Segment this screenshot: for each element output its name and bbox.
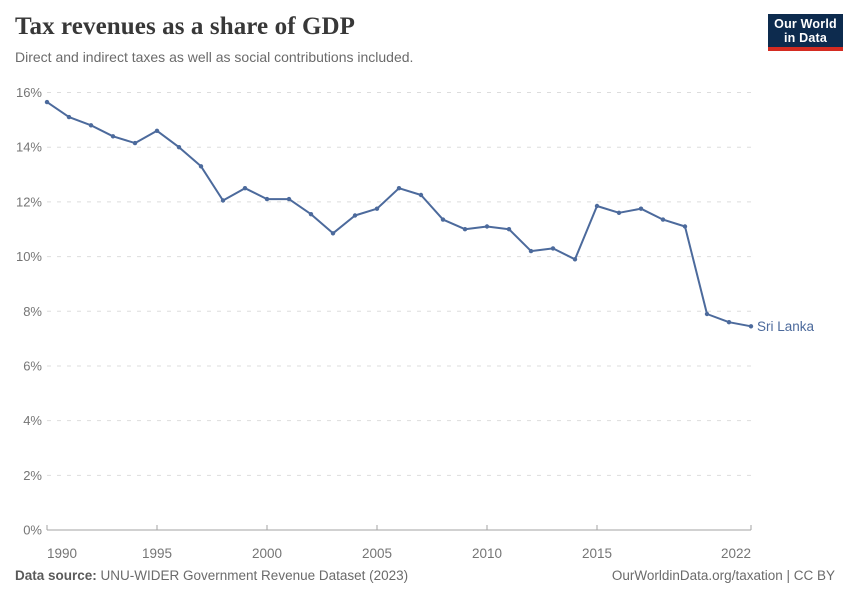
x-tick-label: 2022 <box>721 546 751 561</box>
data-point <box>660 217 666 222</box>
data-point <box>264 196 270 202</box>
data-point <box>198 164 204 169</box>
data-point <box>330 231 336 236</box>
y-tick-label: 0% <box>23 523 42 538</box>
data-point <box>572 257 578 262</box>
data-point <box>748 324 754 329</box>
chart-subtitle: Direct and indirect taxes as well as soc… <box>15 49 414 65</box>
y-tick-label: 6% <box>23 358 42 373</box>
owid-logo[interactable]: Our World in Data <box>768 14 843 51</box>
data-point <box>220 198 226 203</box>
data-point <box>462 227 468 232</box>
data-point <box>110 134 116 139</box>
data-point <box>176 145 182 150</box>
data-point <box>682 224 688 229</box>
data-point <box>440 217 446 222</box>
y-tick-label: 14% <box>16 140 42 155</box>
data-point <box>528 248 534 254</box>
data-point <box>154 128 160 133</box>
data-point <box>550 246 556 251</box>
data-point <box>638 206 644 211</box>
data-point <box>594 203 600 209</box>
page-title: Tax revenues as a share of GDP <box>15 13 356 40</box>
x-tick-label: 1995 <box>142 546 172 561</box>
data-point <box>286 196 292 202</box>
y-tick-label: 4% <box>23 413 42 428</box>
logo-line-2: in Data <box>783 30 828 45</box>
data-point <box>352 213 358 218</box>
data-point <box>396 186 402 191</box>
y-tick-label: 16% <box>16 85 42 100</box>
x-tick-label: 2000 <box>252 546 282 561</box>
data-point <box>88 123 94 128</box>
data-source-value: UNU-WIDER Government Revenue Dataset (20… <box>96 568 409 583</box>
data-point <box>506 227 512 232</box>
x-tick-label: 2005 <box>362 546 392 561</box>
data-point <box>44 99 50 105</box>
x-tick-label: 2010 <box>472 546 502 561</box>
logo-line-1: Our World <box>774 16 837 31</box>
y-tick-label: 10% <box>16 249 42 264</box>
data-point <box>418 192 424 198</box>
chart-footer: Data source: UNU-WIDER Government Revenu… <box>15 568 835 583</box>
x-tick-label: 1990 <box>47 546 77 561</box>
data-source-note: Data source: UNU-WIDER Government Revenu… <box>15 568 408 583</box>
data-point <box>616 210 622 215</box>
data-point <box>66 114 72 120</box>
y-tick-label: 12% <box>16 194 42 209</box>
data-point <box>484 224 490 229</box>
data-source-label: Data source: <box>15 568 97 583</box>
data-point <box>704 311 710 317</box>
data-point <box>308 212 314 217</box>
data-point <box>374 206 380 211</box>
series-end-label-sri-lanka[interactable]: Sri Lanka <box>757 319 815 334</box>
y-tick-label: 8% <box>23 304 42 319</box>
x-tick-label: 2015 <box>582 546 612 561</box>
owid-url-link[interactable]: OurWorldinData.org/taxation | CC BY <box>611 568 835 583</box>
data-point <box>242 186 248 191</box>
series-line-sri-lanka <box>46 101 752 328</box>
data-point <box>132 140 138 146</box>
data-point <box>726 320 732 325</box>
y-tick-label: 2% <box>23 468 42 483</box>
